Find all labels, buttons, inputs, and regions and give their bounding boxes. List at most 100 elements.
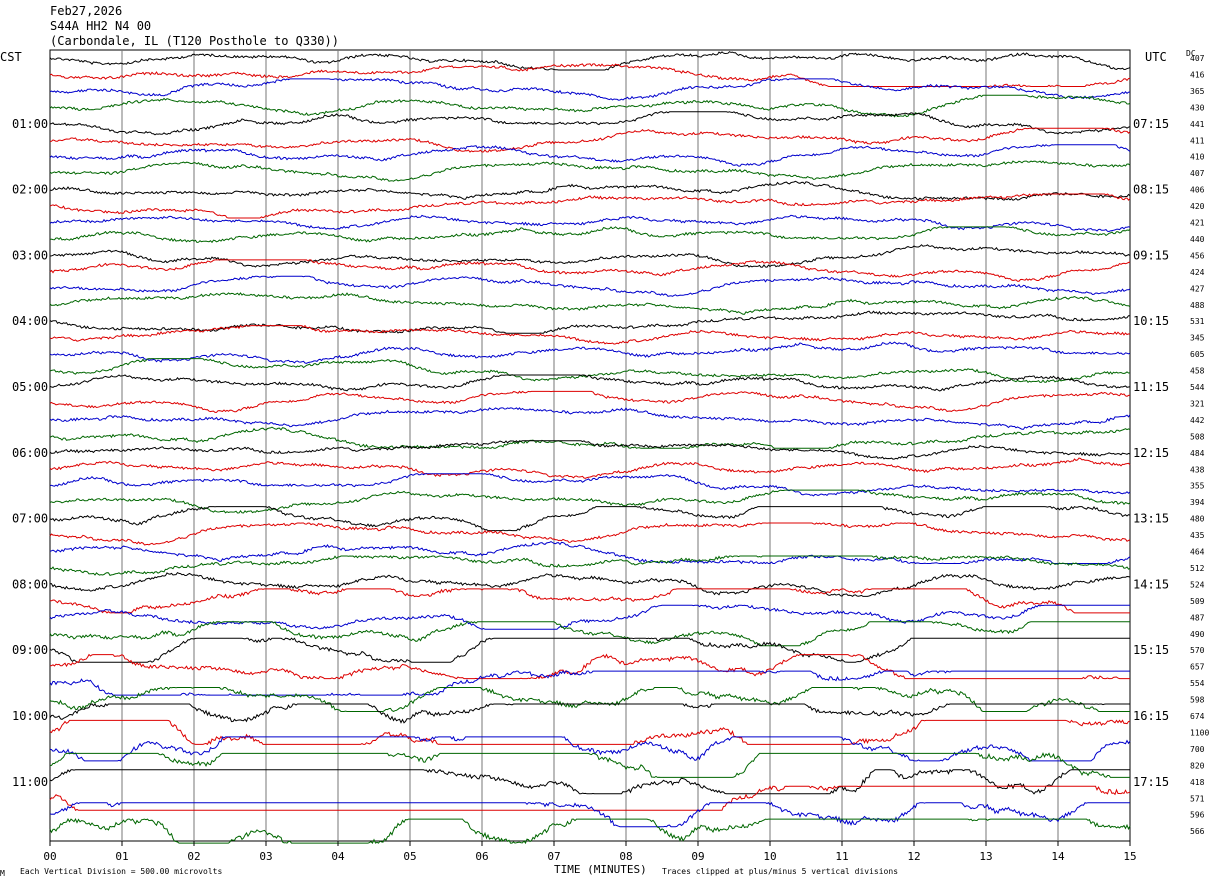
left-hour-label: 03:00: [12, 248, 48, 262]
right-hour-label: 10:15: [1133, 314, 1169, 328]
seismic-trace: [49, 440, 1131, 460]
dc-offset-label: 570: [1190, 646, 1205, 655]
dc-offset-label: 365: [1190, 87, 1205, 96]
right-hour-label: 16:15: [1133, 709, 1169, 723]
right-hour-label: 14:15: [1133, 577, 1169, 591]
dc-offset-label: 512: [1190, 564, 1205, 573]
seismic-trace: [49, 541, 1131, 565]
dc-offset-label: 598: [1190, 696, 1205, 705]
seismic-trace: [49, 457, 1131, 479]
dc-offset-label: 458: [1190, 367, 1205, 376]
dc-offset-label: 605: [1190, 350, 1205, 359]
dc-offset-label: 424: [1190, 268, 1205, 277]
plot-frame: [49, 49, 1131, 842]
dc-offset-label: 596: [1190, 811, 1205, 820]
dc-offset-label: 657: [1190, 663, 1205, 672]
seismic-trace: [49, 489, 1131, 514]
seismic-trace: [49, 160, 1131, 182]
seismic-trace: [49, 226, 1131, 244]
seismic-trace: [49, 324, 1131, 345]
x-tick-label: 10: [763, 850, 776, 863]
seismic-trace: [49, 111, 1131, 136]
seismic-trace: [49, 670, 1130, 696]
dc-offset-label: 531: [1190, 317, 1205, 326]
left-hour-label: 05:00: [12, 380, 48, 394]
x-tick-label: 15: [1123, 850, 1136, 863]
dc-offset-label: 355: [1190, 482, 1205, 491]
seismic-trace: [49, 390, 1131, 413]
right-hour-label: 11:15: [1133, 380, 1169, 394]
left-hour-label: 08:00: [12, 577, 48, 591]
right-hour-label: 15:15: [1133, 643, 1169, 657]
dc-offset-label: 566: [1190, 827, 1205, 836]
seismic-trace: [49, 78, 1131, 101]
x-tick-label: 09: [691, 850, 704, 863]
x-tick-label: 11: [835, 850, 848, 863]
left-hour-label: 06:00: [12, 446, 48, 460]
seismic-trace: [49, 473, 1131, 497]
seismic-trace: [49, 193, 1131, 219]
dc-offset-label: 490: [1190, 630, 1205, 639]
dc-offset-label: 544: [1190, 383, 1205, 392]
dc-offset-label: 430: [1190, 103, 1205, 112]
dc-offset-label: 345: [1190, 334, 1205, 343]
dc-offset-label: 509: [1190, 597, 1205, 606]
seismic-trace: [49, 244, 1131, 268]
dc-offset-label: 464: [1190, 548, 1205, 557]
seismic-trace: [49, 63, 1131, 88]
dc-offset-label: 488: [1190, 301, 1205, 310]
left-hour-label: 02:00: [12, 183, 48, 197]
dc-offset-label: 487: [1190, 613, 1205, 622]
seismic-trace: [49, 94, 1131, 118]
dc-offset-label: 456: [1190, 251, 1205, 260]
x-tick-label: 06: [475, 850, 488, 863]
x-axis-ticks: 00 01 02 03 04 05 06 07 08 09 10 11 12 13 14 15: [43, 841, 1137, 863]
seismic-trace: [49, 426, 1131, 450]
seismic-trace: [49, 292, 1131, 315]
seismic-trace: [49, 735, 1131, 762]
left-hour-label: 04:00: [12, 314, 48, 328]
x-tick-label: 01: [115, 850, 128, 863]
dc-offset-label: 418: [1190, 778, 1205, 787]
x-tick-label: 12: [907, 850, 920, 863]
seismic-trace: [49, 522, 1131, 546]
x-tick-label: 03: [259, 850, 272, 863]
dc-offset-label: 427: [1190, 284, 1205, 293]
seismic-trace: [49, 341, 1131, 364]
x-axis-title: TIME (MINUTES): [554, 863, 647, 876]
dc-offset-label: 438: [1190, 465, 1205, 474]
seismic-trace: [49, 51, 1131, 71]
dc-offset-label: 321: [1190, 399, 1205, 408]
seismic-trace: [49, 703, 1130, 724]
dc-offset-label: 420: [1190, 202, 1205, 211]
x-tick-label: 05: [403, 850, 416, 863]
seismic-trace: [49, 818, 1131, 845]
header-location: (Carbondale, IL (T120 Posthole to Q330)): [50, 34, 339, 48]
x-tick-label: 13: [979, 850, 992, 863]
seismic-trace: [49, 275, 1131, 297]
left-hour-label: 07:00: [12, 512, 48, 526]
seismic-trace: [49, 653, 1130, 680]
dc-offset-labels: 407 416 365 430 441 411 410 407 406 420 421 440 456 4…: [1190, 54, 1209, 836]
header-station: S44A HH2 N4 00: [50, 19, 151, 33]
x-tick-label: 14: [1051, 850, 1065, 863]
x-tick-label: 04: [331, 850, 345, 863]
dc-offset-label: 524: [1190, 580, 1205, 589]
dc-offset-label: 394: [1190, 498, 1205, 507]
seismic-trace: [49, 801, 1130, 828]
x-tick-label: 08: [619, 850, 632, 863]
dc-offset-label: 407: [1190, 169, 1205, 178]
seismic-trace: [49, 768, 1130, 795]
right-hour-label: 17:15: [1133, 775, 1169, 789]
right-hour-labels: 07:15 08:15 09:15 10:15 11:15 12:15 13:15 14:15…: [1133, 117, 1169, 789]
dc-offset-label: 1100: [1190, 728, 1209, 737]
left-hour-label: 09:00: [12, 643, 48, 657]
left-hour-labels: 01:00 02:00 03:00 04:00 05:00 06:00 07:00 08:00…: [12, 117, 48, 789]
dc-offset-label: 416: [1190, 70, 1205, 79]
trace-group: [49, 51, 1131, 845]
dc-offset-label: 571: [1190, 794, 1205, 803]
seismic-trace: [49, 259, 1131, 282]
seismic-trace: [49, 310, 1130, 334]
dc-offset-label: 406: [1190, 186, 1205, 195]
dc-offset-label: 674: [1190, 712, 1205, 721]
